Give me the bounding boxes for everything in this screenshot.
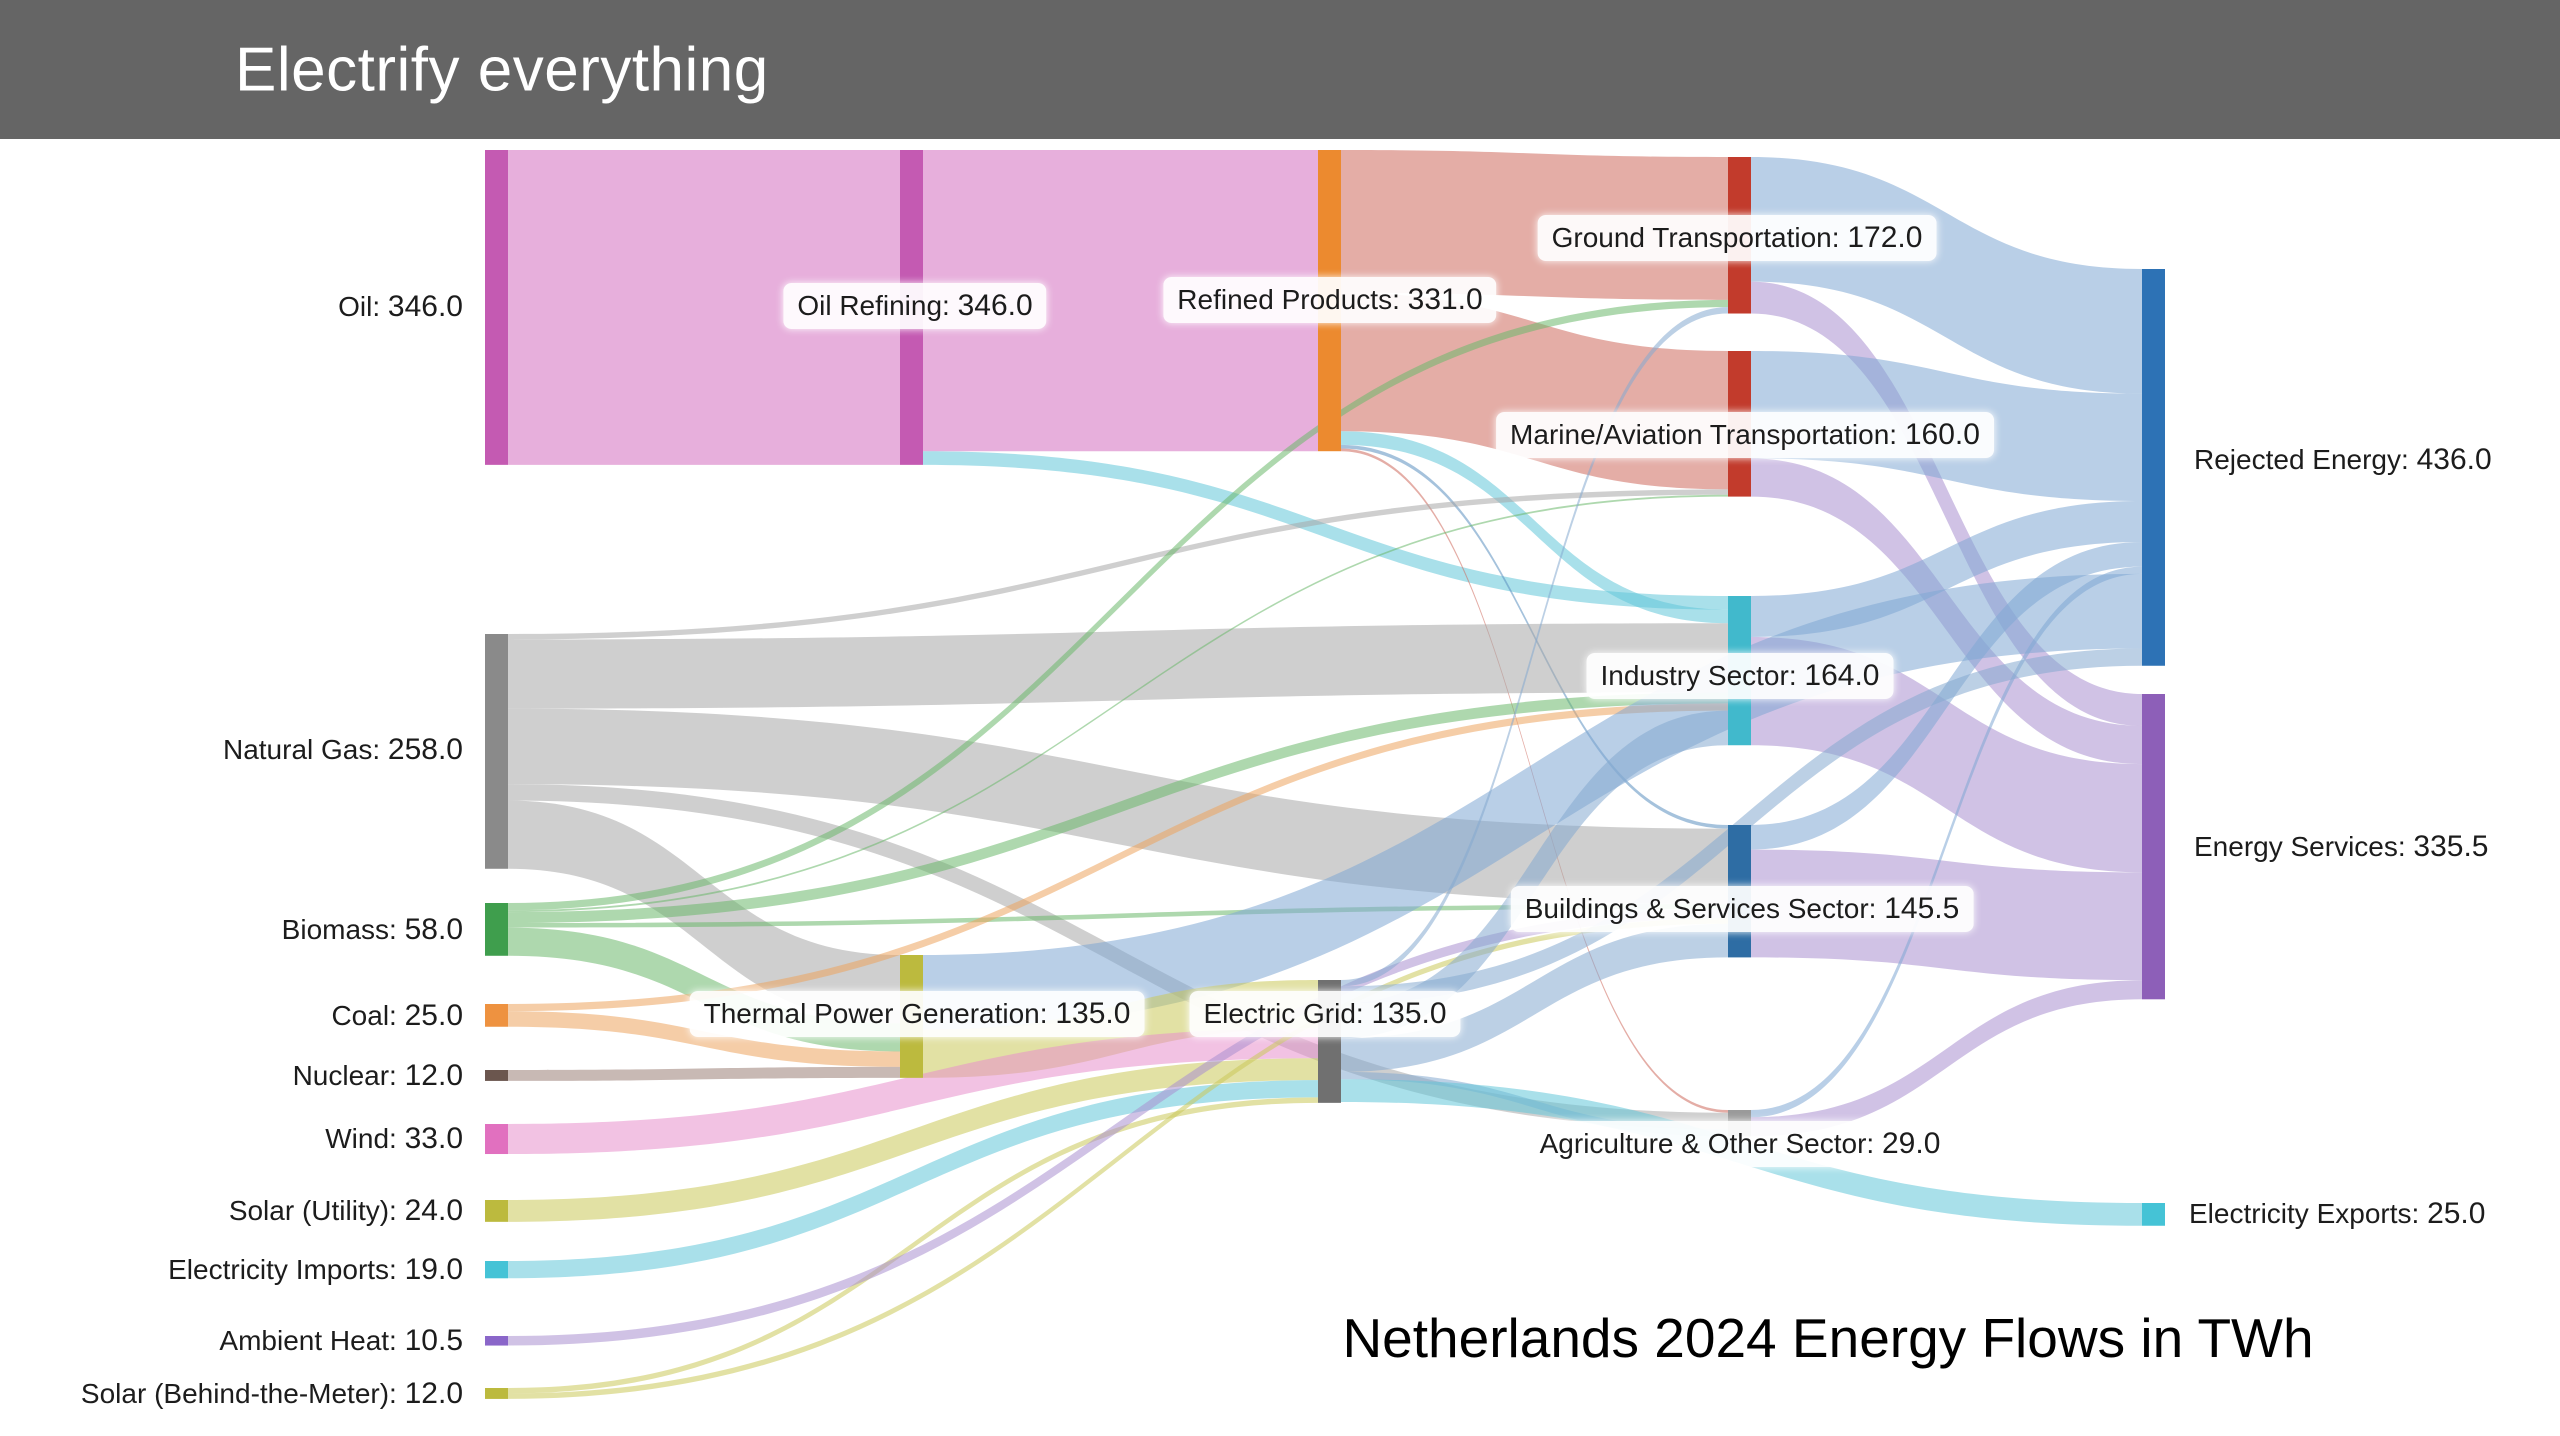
flow-nuclear-to-tpg bbox=[508, 1066, 900, 1081]
chart-caption: Netherlands 2024 Energy Flows in TWh bbox=[1342, 1307, 2314, 1369]
header-bar: Electrify everything bbox=[0, 0, 2560, 139]
flow-ambient_heat-to-buildings bbox=[508, 908, 1728, 1346]
node-electricity_exports bbox=[2142, 1203, 2165, 1226]
flow-biomass-to-marine_aviation bbox=[508, 494, 1728, 913]
node-solar_btm bbox=[485, 1388, 508, 1399]
node-ambient_heat bbox=[485, 1336, 508, 1346]
node-biomass bbox=[485, 903, 508, 956]
flow-oil-to-oil_refining bbox=[508, 150, 900, 465]
flow-natural_gas-to-industry bbox=[508, 623, 1728, 709]
flow-agriculture-to-rejected_energy bbox=[1751, 566, 2142, 1118]
flow-biomass-to-industry bbox=[508, 692, 1728, 924]
flow-refined_products-to-industry bbox=[1341, 431, 1728, 624]
node-oil bbox=[485, 150, 508, 465]
flow-industry-to-rejected_energy bbox=[1751, 501, 2142, 637]
flow-agriculture-to-energy_services bbox=[1751, 980, 2142, 1137]
flow-electric_grid-to-industry bbox=[1341, 710, 1728, 1039]
node-refined_products bbox=[1318, 150, 1341, 452]
node-energy_services bbox=[2142, 694, 2165, 1000]
node-natural_gas bbox=[485, 634, 508, 869]
flow-solar_utility-to-electric_grid bbox=[508, 1058, 1318, 1222]
node-rejected_energy bbox=[2142, 269, 2165, 666]
node-electric_grid bbox=[1318, 980, 1341, 1103]
flow-wind-to-electric_grid bbox=[508, 1028, 1318, 1155]
node-coal bbox=[485, 1004, 508, 1027]
flow-coal-to-industry bbox=[508, 703, 1728, 1012]
flow-natural_gas-to-marine_aviation bbox=[508, 489, 1728, 640]
node-wind bbox=[485, 1124, 508, 1155]
node-marine_aviation bbox=[1728, 351, 1751, 497]
node-industry bbox=[1728, 596, 1751, 746]
flow-refined_products-to-ground_transport bbox=[1341, 150, 1728, 300]
node-oil_refining bbox=[900, 150, 923, 465]
flow-electricity_imports-to-electric_grid bbox=[508, 1080, 1318, 1279]
node-electricity_imports bbox=[485, 1261, 508, 1279]
node-agriculture bbox=[1728, 1110, 1751, 1137]
node-ground_transport bbox=[1728, 157, 1751, 314]
node-tpg bbox=[900, 955, 923, 1078]
flow-electric_grid-to-ground_transport bbox=[1341, 307, 1728, 987]
flow-solar_btm-to-buildings bbox=[508, 918, 1728, 1399]
flow-coal-to-tpg bbox=[508, 1011, 900, 1067]
flow-oil_refining-to-refined_products bbox=[923, 150, 1318, 452]
flow-ground_transport-to-energy_services bbox=[1751, 281, 2142, 726]
node-solar_utility bbox=[485, 1200, 508, 1222]
flow-electric_grid-to-electricity_exports bbox=[1341, 1079, 2142, 1226]
flow-solar_btm-to-electric_grid bbox=[508, 1097, 1318, 1394]
flow-buildings-to-energy_services bbox=[1751, 849, 2142, 981]
flow-oil_refining-to-industry bbox=[923, 451, 1728, 610]
node-buildings bbox=[1728, 825, 1751, 958]
node-nuclear bbox=[485, 1070, 508, 1081]
flow-biomass-to-ground_transport bbox=[508, 299, 1728, 911]
slide-title: Electrify everything bbox=[235, 35, 769, 104]
flow-biomass-to-buildings bbox=[508, 904, 1728, 928]
